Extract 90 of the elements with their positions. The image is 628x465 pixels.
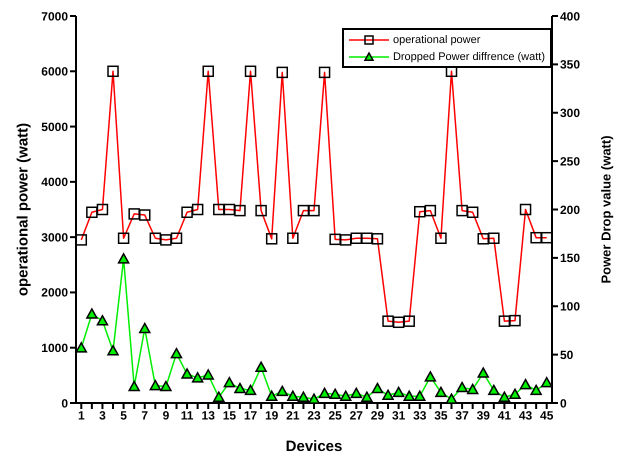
x-tick-label: 27 <box>350 408 364 423</box>
point <box>118 253 130 264</box>
x-tick-label: 19 <box>265 408 279 423</box>
y-tick-label: 4000 <box>41 175 68 190</box>
x-tick-label: 17 <box>244 408 258 423</box>
x-tick-label: 29 <box>370 408 384 423</box>
point <box>213 391 225 402</box>
point <box>234 382 246 394</box>
point <box>530 384 542 396</box>
point <box>361 391 373 402</box>
y-tick-label: 0 <box>61 396 68 410</box>
point <box>372 382 384 394</box>
x-tick-label: 33 <box>413 408 427 423</box>
x-tick-label: 25 <box>328 408 342 423</box>
y-tick-label: 1000 <box>41 340 68 355</box>
point <box>540 376 552 388</box>
x-tick-label: 9 <box>162 408 170 423</box>
y2-tick-label: 150 <box>560 251 580 266</box>
point <box>498 391 510 402</box>
y2-tick-label: 250 <box>560 154 580 168</box>
point <box>382 390 394 400</box>
y2-tick-label: 100 <box>560 300 580 314</box>
point <box>446 393 458 403</box>
y2-tick-label: 200 <box>560 202 580 217</box>
x-tick-label: 5 <box>120 408 128 423</box>
point <box>477 367 489 378</box>
x-tick-label: 21 <box>286 408 300 423</box>
x-tick-label: 1 <box>78 408 85 423</box>
y-tick-label: 7000 <box>41 9 68 24</box>
point <box>329 388 341 400</box>
point <box>86 308 98 319</box>
point <box>308 393 320 403</box>
point <box>466 384 478 394</box>
point <box>266 390 278 401</box>
point <box>435 386 447 398</box>
legend-label: operational power <box>392 34 480 46</box>
x-tick-label: 11 <box>180 408 194 423</box>
point <box>128 380 140 392</box>
point <box>424 371 436 382</box>
point <box>340 390 352 401</box>
x-tick-label: 35 <box>434 408 448 423</box>
x-tick-label: 15 <box>222 408 236 423</box>
y2-tick-label: 300 <box>560 106 580 120</box>
point <box>244 384 256 396</box>
point <box>488 384 500 396</box>
point <box>414 390 426 401</box>
y-tick-label: 3000 <box>41 230 68 244</box>
point <box>350 388 362 398</box>
point <box>318 388 330 398</box>
x-tick-label: 31 <box>392 408 406 423</box>
point <box>150 380 162 390</box>
point <box>76 342 88 353</box>
x-tick-label: 37 <box>455 408 470 423</box>
point <box>509 388 521 400</box>
point <box>107 345 119 356</box>
x-tick-label: 41 <box>498 408 512 423</box>
point <box>170 348 182 358</box>
x-axis-title: Devices <box>286 438 342 455</box>
x-tick-label: 13 <box>202 408 216 423</box>
point <box>287 390 299 401</box>
point <box>255 361 267 372</box>
point <box>298 391 310 402</box>
point <box>456 382 468 392</box>
y2-tick-label: 0 <box>560 396 567 410</box>
y2-tick-label: 350 <box>560 58 580 72</box>
point <box>520 378 532 390</box>
y2-tick-label: 50 <box>560 348 574 362</box>
point <box>224 376 236 388</box>
x-tick-label: 3 <box>99 408 106 423</box>
y-tick-label: 2000 <box>41 286 68 300</box>
y-axis-title: operational power (watt) <box>14 122 32 296</box>
x-tick-label: 39 <box>476 408 490 423</box>
point <box>139 322 151 334</box>
point <box>181 368 193 379</box>
y-tick-label: 6000 <box>41 64 68 79</box>
x-tick-label: 7 <box>141 408 148 423</box>
point <box>403 390 415 401</box>
x-tick-label: 45 <box>540 408 554 423</box>
y2-axis-title: Power Drop value (watt) <box>598 135 614 284</box>
y2-tick-label: 400 <box>560 9 580 24</box>
legend-label: Dropped Power diffrence (watt) <box>392 50 545 62</box>
point <box>392 386 404 398</box>
point <box>96 315 108 326</box>
point <box>276 386 288 396</box>
y-tick-label: 5000 <box>41 120 68 134</box>
point <box>160 380 172 392</box>
point <box>192 372 204 383</box>
x-tick-label: 23 <box>307 408 321 423</box>
point <box>202 369 214 380</box>
x-tick-label: 43 <box>518 408 533 423</box>
